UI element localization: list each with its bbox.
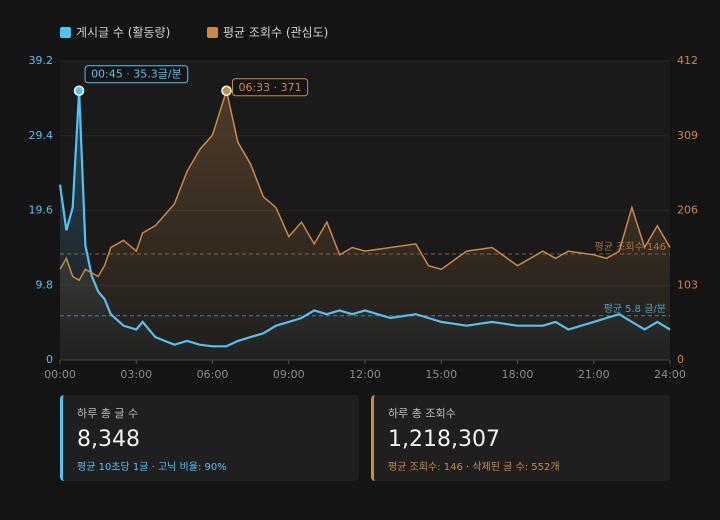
y2-tick-label: 206 [677,204,698,217]
x-tick-label: 09:00 [273,368,305,381]
card-title: 하루 총 글 수 [77,407,139,420]
card-title: 하루 총 조회수 [388,407,456,420]
annotation-box [84,65,189,84]
x-tick-label: 12:00 [349,368,381,381]
y-tick-label: 9.8 [36,278,54,291]
card-note: 평균 10초당 1글 · 고닉 비율: 90% [77,462,227,473]
reference-label: 평균 조회수 146 [595,241,666,253]
legend-swatch [60,27,71,38]
x-tick-label: 18:00 [502,368,534,381]
card: 하루 총 글 수 8,348 평균 10초당 1글 · 고닉 비율: 90% [60,395,359,481]
y-tick-label: 19.6 [29,204,54,217]
legend-label: 평균 조회수 (관심도) [223,26,328,40]
series-area [60,90,670,361]
x-tick-label: 06:00 [197,368,229,381]
series-line [59,87,671,282]
card-value: 8,348 [77,427,140,452]
legend-label: 게시글 수 (활동량) [76,26,170,40]
x-tick-label: 24:00 [654,368,686,381]
legend-swatch [207,27,218,38]
chart: 0 9.8 19.6 29.4 39.2 0 103 206 309 412 00:00 03:00 0… [29,26,699,382]
card-value: 1,218,307 [388,427,500,452]
annotation-box [231,78,309,97]
summary-cards: 하루 총 글 수 8,348 평균 10초당 1글 · 고닉 비율: 90% 하… [60,395,670,481]
x-tick-label: 00:00 [44,368,76,381]
x-tick-label: 21:00 [578,368,610,381]
y-tick-label: 0 [46,353,53,366]
card-note: 평균 조회수: 146 · 삭제된 글 수: 552개 [388,462,560,473]
y2-tick-label: 103 [677,278,698,291]
y2-tick-label: 0 [677,353,684,366]
y-tick-label: 39.2 [29,54,54,67]
y2-tick-label: 309 [677,129,698,142]
y2-tick-label: 412 [677,54,698,67]
card: 하루 총 조회수 1,218,307 평균 조회수: 146 · 삭제된 글 수… [371,395,670,481]
peak-marker [221,85,232,97]
annotation: 00:45 · 35.3글/분 [91,68,182,81]
annotation: 06:33 · 371 [238,81,301,94]
peak-marker [73,85,85,96]
x-tick-label: 15:00 [425,368,457,381]
y-tick-label: 29.4 [29,129,54,142]
x-tick-label: 03:00 [120,368,152,381]
reference-label: 평균 5.8 글/분 [604,303,666,315]
